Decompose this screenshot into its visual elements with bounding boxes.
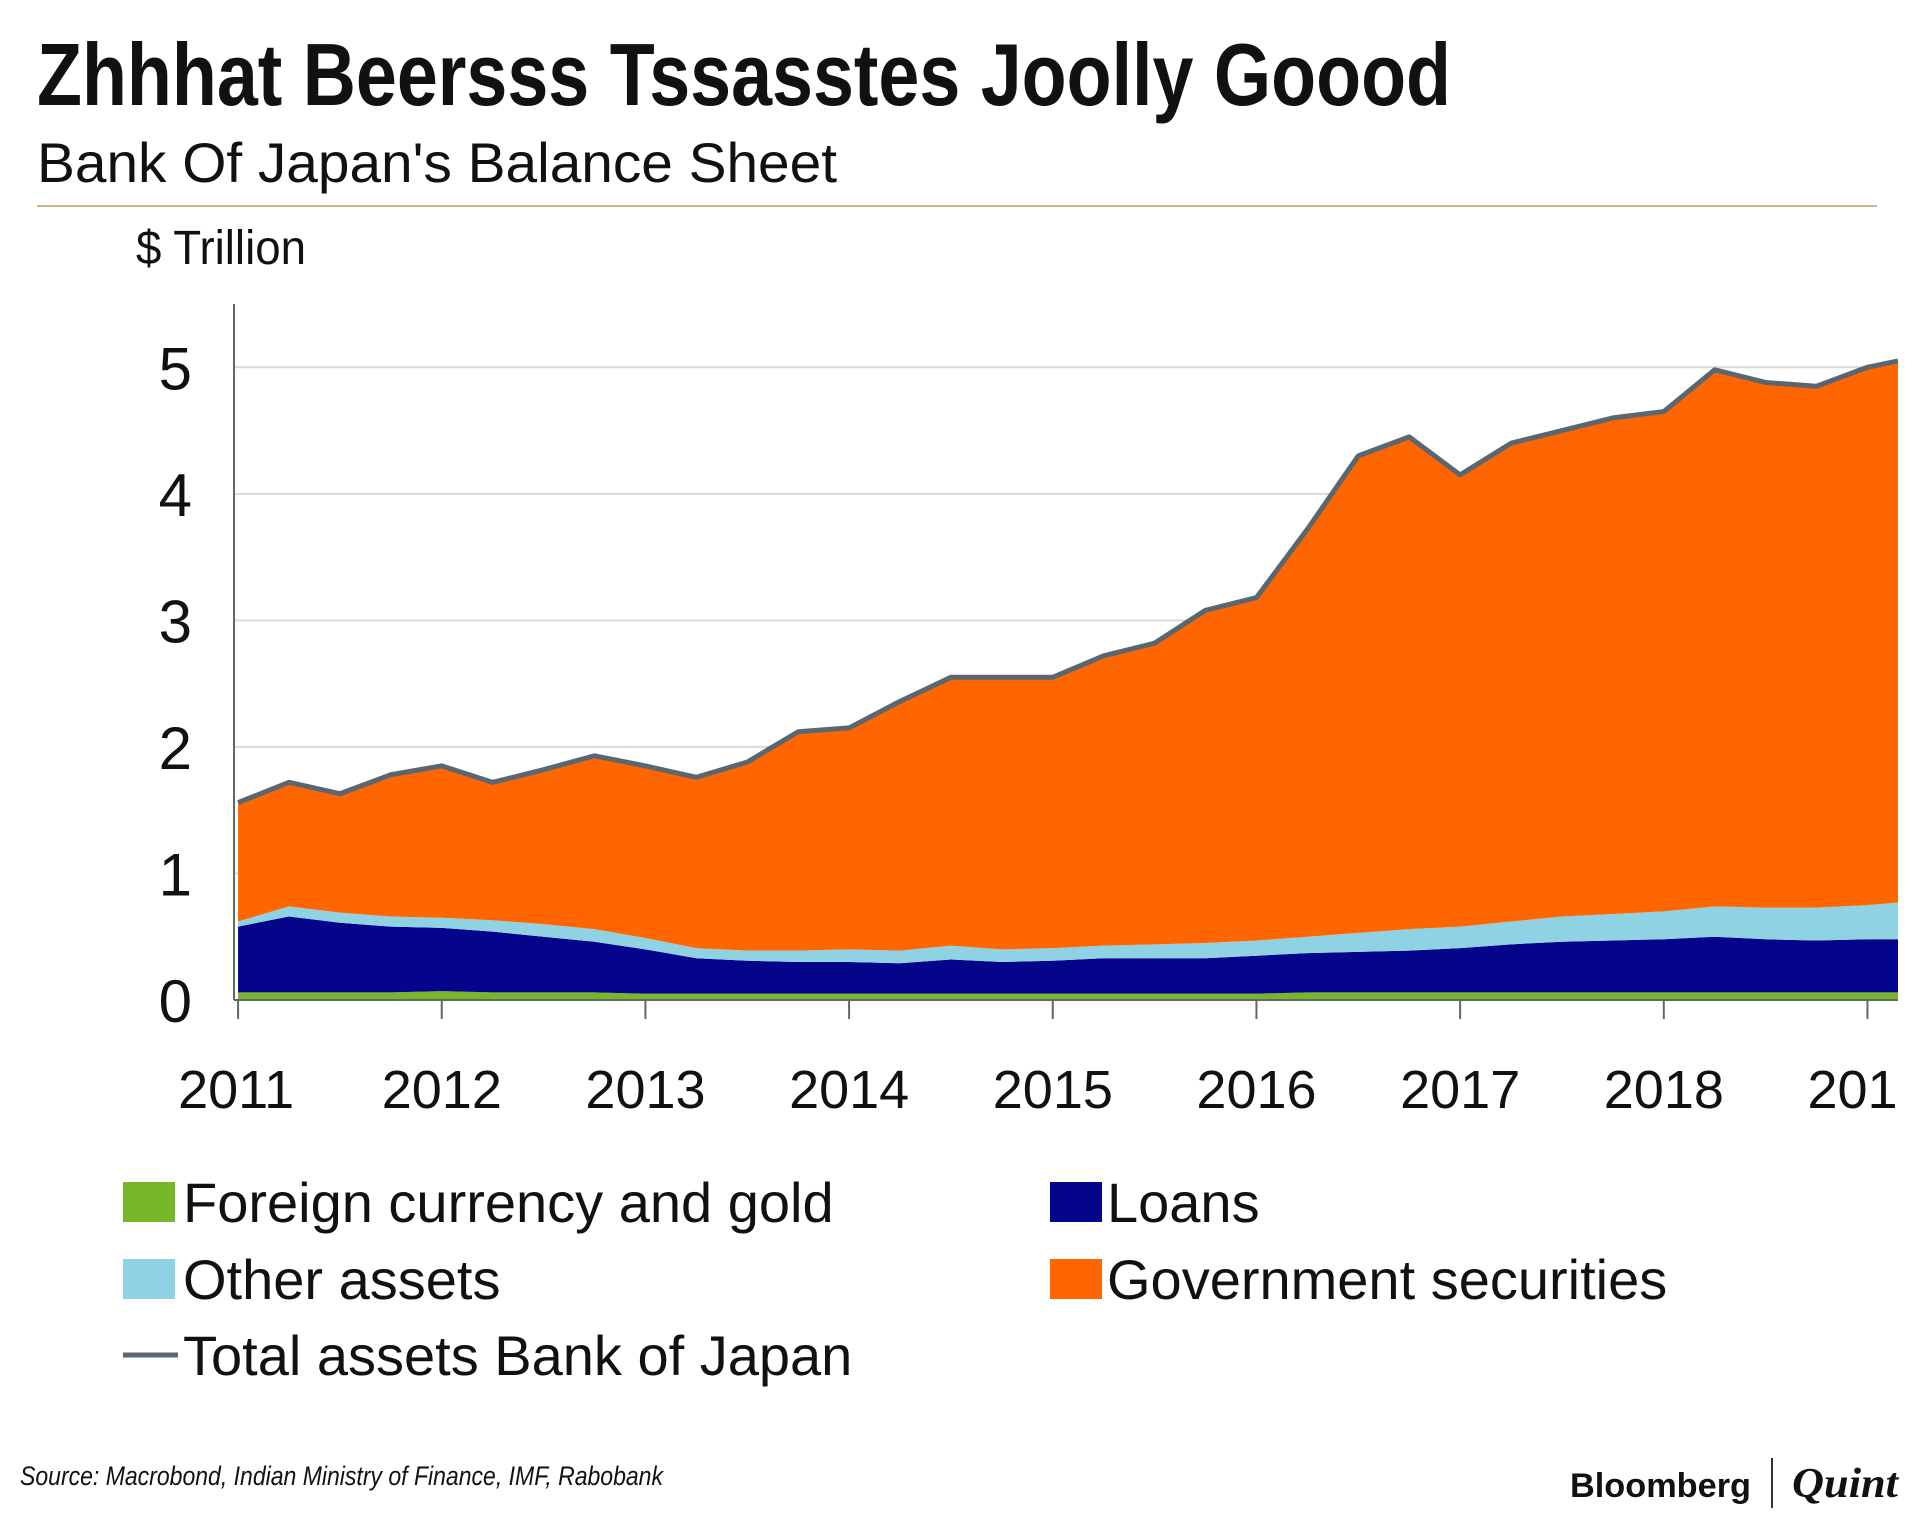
y-tick-label: 0 [159, 968, 192, 1035]
area [238, 360, 1898, 951]
legend-label: Loans [1107, 1171, 1260, 1234]
x-tick-label: 2013 [585, 1060, 705, 1120]
legend-swatch [123, 1259, 175, 1299]
area [238, 902, 1898, 964]
legend-label: Other assets [183, 1248, 500, 1311]
area [238, 991, 1898, 1000]
legend-swatch [123, 1182, 175, 1222]
legend-swatch [1050, 1259, 1102, 1299]
y-axis-label: $ Trillion [136, 222, 306, 275]
x-tick-label: 2016 [1196, 1060, 1316, 1120]
y-tick-label: 3 [159, 588, 192, 655]
y-tick-label: 2 [159, 715, 192, 782]
brand-name: Quint [1792, 1461, 1899, 1507]
x-tick-label: 2014 [789, 1060, 909, 1120]
legend-label: Total assets Bank of Japan [183, 1324, 852, 1387]
area [238, 916, 1898, 994]
legend-label: Foreign currency and gold [183, 1171, 834, 1234]
y-tick-label: 4 [159, 462, 192, 529]
chart-subtitle: Bank Of Japan's Balance Sheet [37, 131, 837, 194]
x-tick-label: 2011 [178, 1060, 294, 1120]
x-tick-label: 2015 [993, 1060, 1113, 1120]
chart-title: Zhhhat Beersss Tssasstes Joolly Goood [37, 25, 1451, 124]
legend-swatch [1050, 1182, 1102, 1222]
legend-label: Government securities [1107, 1248, 1667, 1311]
x-tick-label: 2018 [1604, 1060, 1724, 1120]
x-tick-label: 2012 [382, 1060, 502, 1120]
y-tick-label: 5 [159, 335, 192, 402]
y-tick-label: 1 [159, 841, 192, 908]
source-note: Source: Macrobond, Indian Ministry of Fi… [20, 1461, 664, 1491]
line [237, 358, 1899, 805]
x-tick-label: 2017 [1400, 1060, 1520, 1120]
brand-name: Bloomberg [1570, 1467, 1751, 1505]
x-tick-label: 201 [1807, 1060, 1897, 1120]
